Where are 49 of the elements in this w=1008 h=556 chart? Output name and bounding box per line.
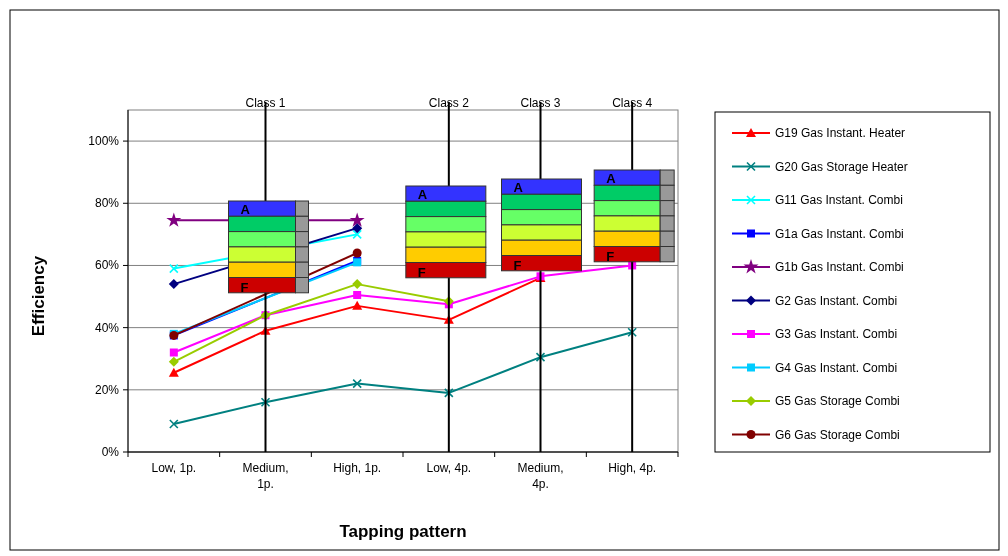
point <box>168 279 179 290</box>
x-axis-title: Tapping pattern <box>339 522 467 541</box>
point <box>353 290 362 299</box>
y-tick-label: 40% <box>94 320 120 335</box>
legend-label: G20 Gas Storage Heater <box>775 159 908 174</box>
point <box>168 367 179 377</box>
x-tick-label: Medium, 1p. <box>242 461 289 491</box>
point <box>352 378 362 389</box>
x-tick-label: Low, 1p. <box>151 461 197 475</box>
point <box>166 212 182 227</box>
point <box>352 229 362 240</box>
point <box>352 279 363 290</box>
ref-line-label: Class 1 <box>245 96 286 110</box>
point <box>352 300 363 310</box>
point <box>169 348 178 357</box>
y-tick-label: 60% <box>94 258 120 273</box>
point <box>627 327 637 338</box>
point <box>260 397 271 408</box>
x-tick-label: Low, 4p. <box>426 461 472 475</box>
legend-label: G2 Gas Instant. Combi <box>775 293 898 308</box>
legend-label: G4 Gas Instant. Combi <box>775 360 898 375</box>
x-tick-label: High, 1p. <box>333 461 382 475</box>
legend-label: G11 Gas Instant. Combi <box>775 193 903 207</box>
point <box>168 356 179 367</box>
ref-line-label: Class 2 <box>428 96 470 110</box>
y-axis-title: Efficiency <box>29 255 48 337</box>
y-tick-label: 100% <box>88 134 120 149</box>
legend-label: G19 Gas Instant. Heater <box>775 126 906 140</box>
legend-label: G6 Gas Storage Combi <box>775 427 900 442</box>
ref-line-label: Class 3 <box>520 96 561 110</box>
legend-label: G5 Gas Storage Combi <box>775 394 900 408</box>
legend-label: G1a Gas Instant. Combi <box>775 226 904 241</box>
legend-label: G1b Gas Instant. Combi <box>775 260 904 274</box>
annotation: F <box>240 279 249 295</box>
y-tick-label: 0% <box>101 445 120 459</box>
y-tick-label: 80% <box>94 196 120 211</box>
point <box>352 223 363 234</box>
x-tick-label: High, 4p. <box>608 461 657 475</box>
point <box>444 388 454 398</box>
y-tick-label: 20% <box>94 382 120 397</box>
annotation: A <box>240 202 251 217</box>
ref-line-label: Class 4 <box>612 96 653 110</box>
legend-label: G3 Gas Instant. Combi <box>775 327 898 341</box>
point <box>535 352 546 362</box>
point <box>349 212 365 227</box>
point <box>169 263 179 274</box>
x-tick-label: Medium, 4p. <box>517 461 564 491</box>
point <box>352 248 362 258</box>
point <box>169 419 179 429</box>
